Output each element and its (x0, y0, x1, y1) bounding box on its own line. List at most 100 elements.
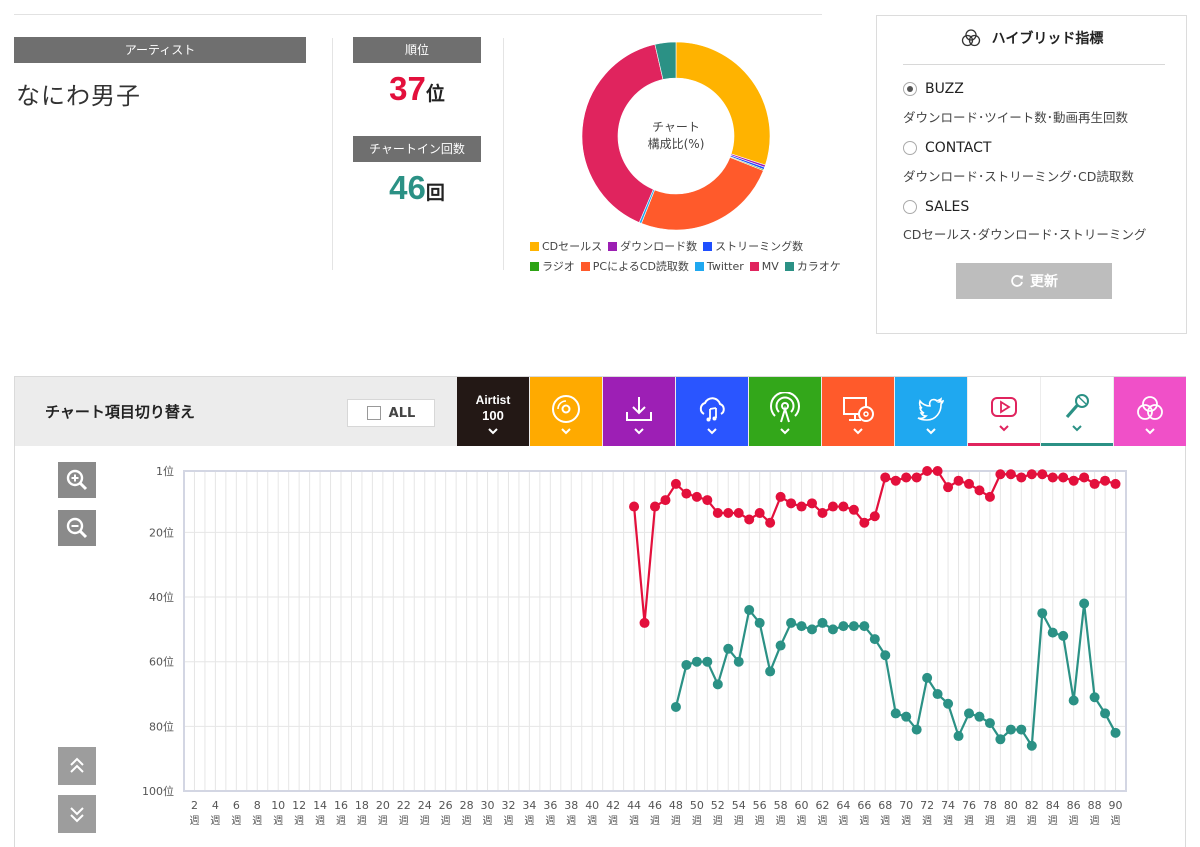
radio-button[interactable] (903, 200, 917, 214)
data-point-karaoke[interactable] (1079, 598, 1090, 609)
scroll-down-button[interactable] (58, 795, 96, 833)
data-point-karaoke[interactable] (901, 711, 912, 722)
hybrid-option-buzz[interactable]: BUZZ (903, 81, 964, 97)
data-point-karaoke[interactable] (670, 701, 681, 712)
chart-tab-streaming[interactable] (676, 377, 748, 446)
data-point-mv[interactable] (817, 508, 828, 519)
chart-tab-pc-read[interactable] (822, 377, 894, 446)
data-point-mv[interactable] (650, 501, 660, 512)
data-point-karaoke[interactable] (796, 621, 807, 632)
data-point-karaoke[interactable] (681, 659, 692, 670)
data-point-karaoke[interactable] (943, 698, 954, 709)
data-point-mv[interactable] (1005, 469, 1016, 480)
data-point-karaoke[interactable] (775, 640, 786, 651)
data-point-karaoke[interactable] (984, 718, 995, 729)
data-point-karaoke[interactable] (723, 643, 734, 654)
data-point-mv[interactable] (974, 485, 985, 496)
data-point-mv[interactable] (859, 517, 870, 528)
data-point-mv[interactable] (723, 508, 734, 519)
scroll-up-button[interactable] (58, 747, 96, 785)
data-point-karaoke[interactable] (712, 679, 723, 690)
chart-tab-hybrid[interactable] (1114, 377, 1186, 446)
hybrid-option-sales[interactable]: SALES (903, 199, 969, 215)
data-point-karaoke[interactable] (890, 708, 901, 719)
zoom-in-button[interactable] (58, 462, 96, 498)
data-point-karaoke[interactable] (1089, 692, 1100, 703)
all-checkbox[interactable] (366, 406, 381, 420)
data-point-mv[interactable] (995, 469, 1006, 480)
chart-tab-mv[interactable] (968, 377, 1040, 446)
data-point-mv[interactable] (786, 498, 797, 509)
data-point-karaoke[interactable] (1110, 727, 1121, 738)
data-point-mv[interactable] (943, 482, 954, 493)
data-point-mv[interactable] (775, 491, 786, 502)
data-point-mv[interactable] (1037, 469, 1048, 480)
data-point-karaoke[interactable] (1016, 724, 1027, 735)
data-point-mv[interactable] (984, 491, 995, 502)
data-point-karaoke[interactable] (786, 617, 797, 628)
data-point-mv[interactable] (901, 472, 912, 483)
data-point-karaoke[interactable] (827, 624, 838, 635)
data-point-mv[interactable] (754, 508, 765, 519)
data-point-karaoke[interactable] (1058, 630, 1069, 641)
data-point-mv[interactable] (838, 501, 849, 512)
data-point-karaoke[interactable] (932, 689, 943, 700)
data-point-karaoke[interactable] (911, 724, 922, 735)
data-point-karaoke[interactable] (964, 708, 974, 719)
data-point-karaoke[interactable] (754, 617, 765, 628)
radio-button[interactable] (903, 141, 917, 155)
data-point-karaoke[interactable] (838, 621, 849, 632)
chart-tab-cd[interactable] (530, 377, 602, 446)
chart-tab-twitter[interactable] (895, 377, 967, 446)
data-point-mv[interactable] (1026, 469, 1037, 480)
data-point-mv[interactable] (1089, 478, 1100, 489)
radio-button[interactable] (903, 82, 917, 96)
data-point-karaoke[interactable] (744, 604, 755, 615)
data-point-mv[interactable] (848, 504, 859, 515)
data-point-mv[interactable] (629, 501, 640, 512)
data-point-mv[interactable] (712, 508, 723, 519)
data-point-mv[interactable] (922, 466, 933, 476)
data-point-mv[interactable] (807, 498, 817, 509)
chart-tab-radio[interactable] (749, 377, 821, 446)
data-point-mv[interactable] (744, 514, 755, 525)
data-point-mv[interactable] (660, 495, 671, 506)
data-point-mv[interactable] (796, 501, 807, 512)
data-point-karaoke[interactable] (859, 621, 870, 632)
data-point-mv[interactable] (964, 478, 974, 489)
data-point-mv[interactable] (911, 472, 922, 483)
data-point-mv[interactable] (890, 475, 901, 486)
data-point-karaoke[interactable] (995, 734, 1006, 745)
data-point-mv[interactable] (681, 488, 692, 499)
data-point-karaoke[interactable] (807, 624, 817, 635)
data-point-karaoke[interactable] (869, 634, 880, 645)
data-point-mv[interactable] (869, 511, 880, 522)
zoom-out-button[interactable] (58, 510, 96, 546)
data-point-mv[interactable] (1058, 472, 1069, 483)
data-point-mv[interactable] (765, 517, 776, 528)
data-point-mv[interactable] (702, 495, 713, 506)
data-point-karaoke[interactable] (765, 666, 776, 677)
data-point-karaoke[interactable] (702, 656, 713, 667)
data-point-karaoke[interactable] (1026, 740, 1037, 751)
data-point-mv[interactable] (1068, 475, 1079, 486)
data-point-mv[interactable] (691, 491, 702, 502)
data-point-mv[interactable] (1047, 472, 1058, 483)
data-point-karaoke[interactable] (1100, 708, 1111, 719)
data-point-karaoke[interactable] (848, 621, 859, 632)
data-point-mv[interactable] (1100, 475, 1111, 486)
data-point-karaoke[interactable] (922, 672, 933, 683)
data-point-karaoke[interactable] (1037, 608, 1048, 619)
chart-tab-airtist[interactable]: Airtist 100 (457, 377, 529, 446)
data-point-mv[interactable] (670, 478, 681, 489)
data-point-karaoke[interactable] (733, 656, 744, 667)
data-point-mv[interactable] (953, 475, 964, 486)
data-point-mv[interactable] (1016, 472, 1027, 483)
hybrid-option-contact[interactable]: CONTACT (903, 140, 991, 156)
data-point-mv[interactable] (1079, 472, 1090, 483)
data-point-mv[interactable] (932, 466, 943, 476)
data-point-karaoke[interactable] (1047, 627, 1058, 638)
data-point-karaoke[interactable] (974, 711, 985, 722)
data-point-mv[interactable] (733, 508, 744, 519)
data-point-mv[interactable] (880, 472, 891, 483)
